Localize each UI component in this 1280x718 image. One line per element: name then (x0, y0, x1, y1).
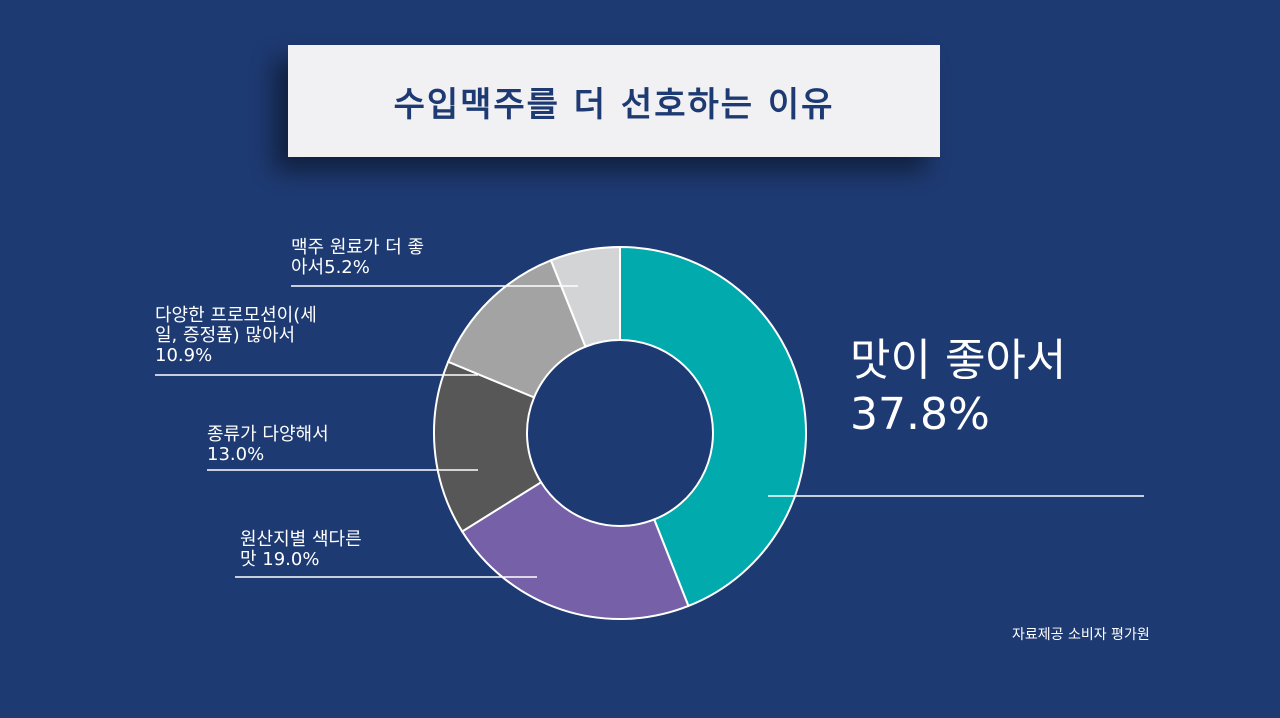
slice-label-taste: 맛이 좋아서 37.8% (850, 335, 1067, 440)
slice-label-variety: 종류가 다양해서 13.0% (207, 424, 329, 465)
slice-label-promotion: 다양한 프로모션이(세 일, 증정품) 많아서 10.9% (155, 305, 317, 366)
slice-label-ingredients: 맥주 원료가 더 좋 아서5.2% (291, 237, 425, 278)
slice-ingredients (549, 245, 621, 348)
slice-label-origin-taste: 원산지별 색다른 맛 19.0% (240, 529, 362, 570)
page-title: 수입맥주를 더 선호하는 이유 (393, 84, 835, 125)
slice-origin-taste (460, 480, 690, 620)
slice-taste (619, 245, 807, 608)
source-credit: 자료제공 소비자 평가원 (1012, 627, 1150, 643)
title-box: 수입맥주를 더 선호하는 이유 (288, 45, 940, 157)
